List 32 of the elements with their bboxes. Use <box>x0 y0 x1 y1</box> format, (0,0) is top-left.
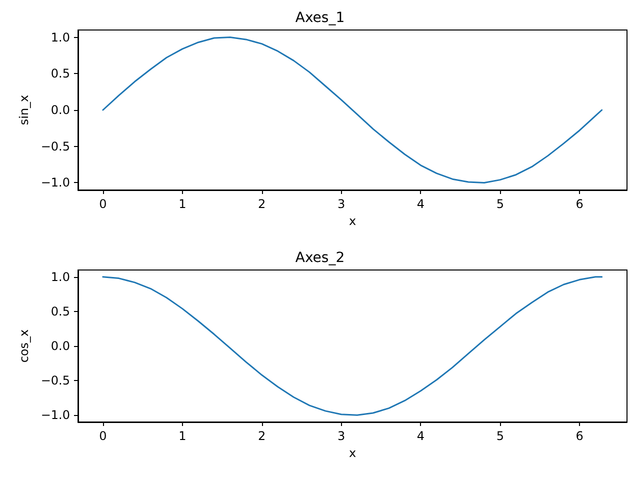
y-tick-label: −1.0 <box>40 408 70 422</box>
x-tick-label: 1 <box>178 197 186 211</box>
y-axis-title: cos_x <box>16 329 31 363</box>
x-tick-label: 5 <box>496 197 504 211</box>
x-tick-label: 0 <box>99 429 107 443</box>
y-tick-label: −0.5 <box>40 374 70 388</box>
y-tick-label: 0.5 <box>50 66 70 81</box>
x-tick-label: 0 <box>99 197 107 211</box>
x-tick-label: 6 <box>576 197 584 211</box>
y-tick-label: 0.0 <box>50 339 70 353</box>
x-axis-title: x <box>348 214 356 228</box>
y-tick-label: 0.5 <box>50 304 70 318</box>
y-tick-label: −0.5 <box>40 139 70 154</box>
x-tick-label: 6 <box>576 429 584 443</box>
x-tick-label: 4 <box>416 429 425 443</box>
line-series <box>102 36 603 184</box>
line-series <box>102 276 603 416</box>
y-axis-title: sin_x <box>16 94 31 126</box>
x-tick-label: 3 <box>337 429 346 443</box>
x-tick-label: 4 <box>416 197 425 211</box>
chart-title: Axes_1 <box>295 10 345 26</box>
x-tick-label: 1 <box>178 429 186 443</box>
y-tick-label: −1.0 <box>40 176 70 190</box>
x-tick-label: 2 <box>258 429 266 443</box>
x-tick-label: 3 <box>337 197 346 211</box>
y-tick-label: 0.0 <box>50 103 70 117</box>
x-tick-label: 2 <box>258 197 266 211</box>
y-tick-label: 1.0 <box>50 270 70 284</box>
x-tick-label: 5 <box>496 429 504 443</box>
x-axis-title: x <box>348 446 356 460</box>
y-tick-label: 1.0 <box>50 30 70 44</box>
chart-title: Axes_2 <box>295 250 345 266</box>
